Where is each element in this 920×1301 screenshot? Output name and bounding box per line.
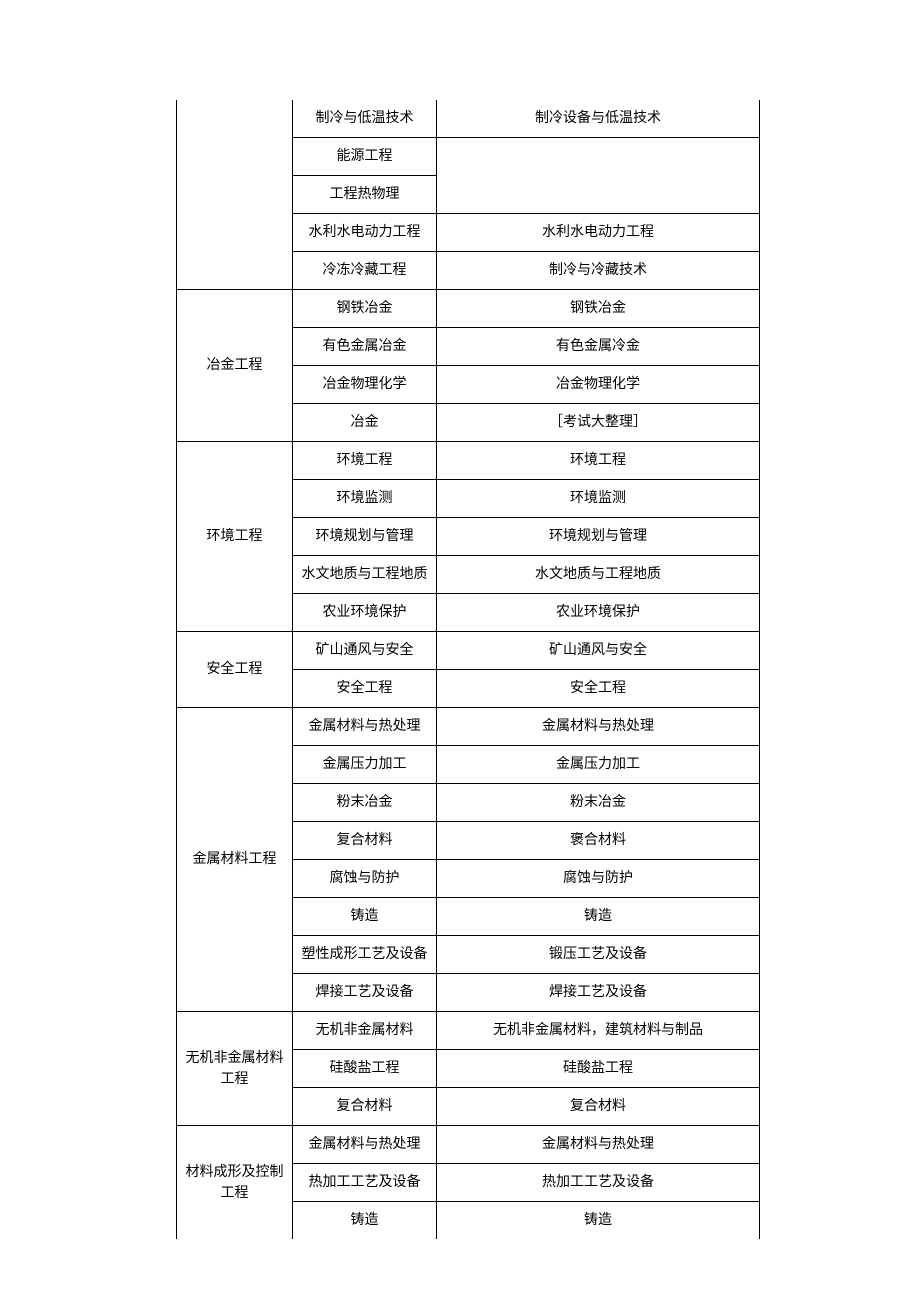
related-major-cell: 钢铁冶金 — [437, 290, 760, 328]
sub-major-cell: 冷冻冷藏工程 — [293, 252, 437, 290]
related-major-cell: 安全工程 — [437, 670, 760, 708]
related-major-cell — [437, 176, 760, 214]
table-row: 无机非金属材料工程无机非金属材料无机非金属材料，建筑材料与制品 — [177, 1012, 760, 1050]
related-major-cell: 铸造 — [437, 898, 760, 936]
sub-major-cell: 农业环境保护 — [293, 594, 437, 632]
related-major-cell: 粉末冶金 — [437, 784, 760, 822]
sub-major-cell: 金属材料与热处理 — [293, 1126, 437, 1164]
group-label-cell — [177, 100, 293, 290]
table-row: 安全工程矿山通风与安全矿山通风与安全 — [177, 632, 760, 670]
sub-major-cell: 水文地质与工程地质 — [293, 556, 437, 594]
related-major-cell: 有色金属冷金 — [437, 328, 760, 366]
related-major-cell: 硅酸盐工程 — [437, 1050, 760, 1088]
sub-major-cell: 塑性成形工艺及设备 — [293, 936, 437, 974]
group-label-cell: 无机非金属材料工程 — [177, 1012, 293, 1126]
related-major-cell: 铸造 — [437, 1202, 760, 1240]
sub-major-cell: 环境工程 — [293, 442, 437, 480]
related-major-cell: 农业环境保护 — [437, 594, 760, 632]
sub-major-cell: 复合材料 — [293, 822, 437, 860]
related-major-cell: 制冷与冷藏技术 — [437, 252, 760, 290]
sub-major-cell: 硅酸盐工程 — [293, 1050, 437, 1088]
related-major-cell: 矿山通风与安全 — [437, 632, 760, 670]
related-major-cell: 金属材料与热处理 — [437, 1126, 760, 1164]
related-major-cell: 环境监测 — [437, 480, 760, 518]
table-row: 金属材料工程金属材料与热处理金属材料与热处理 — [177, 708, 760, 746]
related-major-cell: 水利水电动力工程 — [437, 214, 760, 252]
table-row: 材料成形及控制工程金属材料与热处理金属材料与热处理 — [177, 1126, 760, 1164]
group-label-cell: 材料成形及控制工程 — [177, 1126, 293, 1240]
related-major-cell: 无机非金属材料，建筑材料与制品 — [437, 1012, 760, 1050]
related-major-cell: 褒合材料 — [437, 822, 760, 860]
group-label-cell: 环境工程 — [177, 442, 293, 632]
sub-major-cell: 焊接工艺及设备 — [293, 974, 437, 1012]
group-label-cell: 安全工程 — [177, 632, 293, 708]
related-major-cell: 金属压力加工 — [437, 746, 760, 784]
related-major-cell: 环境工程 — [437, 442, 760, 480]
sub-major-cell: 金属材料与热处理 — [293, 708, 437, 746]
sub-major-cell: 铸造 — [293, 1202, 437, 1240]
sub-major-cell: 钢铁冶金 — [293, 290, 437, 328]
sub-major-cell: 制冷与低温技术 — [293, 100, 437, 138]
sub-major-cell: 冶金物理化学 — [293, 366, 437, 404]
sub-major-cell: 冶金 — [293, 404, 437, 442]
related-major-cell: 金属材料与热处理 — [437, 708, 760, 746]
table-row: 冶金工程钢铁冶金钢铁冶金 — [177, 290, 760, 328]
sub-major-cell: 工程热物理 — [293, 176, 437, 214]
group-label-cell: 冶金工程 — [177, 290, 293, 442]
sub-major-cell: 有色金属冶金 — [293, 328, 437, 366]
related-major-cell: 制冷设备与低温技术 — [437, 100, 760, 138]
related-major-cell: 复合材料 — [437, 1088, 760, 1126]
related-major-cell — [437, 138, 760, 176]
sub-major-cell: 环境监测 — [293, 480, 437, 518]
sub-major-cell: 水利水电动力工程 — [293, 214, 437, 252]
table-row: 制冷与低温技术制冷设备与低温技术 — [177, 100, 760, 138]
related-major-cell: 腐蚀与防护 — [437, 860, 760, 898]
table-row: 环境工程环境工程环境工程 — [177, 442, 760, 480]
related-major-cell: 环境规划与管理 — [437, 518, 760, 556]
sub-major-cell: 安全工程 — [293, 670, 437, 708]
related-major-cell: 锻压工艺及设备 — [437, 936, 760, 974]
related-major-cell: 焊接工艺及设备 — [437, 974, 760, 1012]
sub-major-cell: 热加工工艺及设备 — [293, 1164, 437, 1202]
sub-major-cell: 腐蚀与防护 — [293, 860, 437, 898]
sub-major-cell: 复合材料 — [293, 1088, 437, 1126]
related-major-cell: 水文地质与工程地质 — [437, 556, 760, 594]
sub-major-cell: 金属压力加工 — [293, 746, 437, 784]
related-major-cell: ［考试大整理］ — [437, 404, 760, 442]
sub-major-cell: 矿山通风与安全 — [293, 632, 437, 670]
sub-major-cell: 能源工程 — [293, 138, 437, 176]
group-label-cell: 金属材料工程 — [177, 708, 293, 1012]
sub-major-cell: 环境规划与管理 — [293, 518, 437, 556]
sub-major-cell: 无机非金属材料 — [293, 1012, 437, 1050]
majors-table: 制冷与低温技术制冷设备与低温技术能源工程工程热物理水利水电动力工程水利水电动力工… — [176, 100, 760, 1239]
sub-major-cell: 粉末冶金 — [293, 784, 437, 822]
sub-major-cell: 铸造 — [293, 898, 437, 936]
related-major-cell: 冶金物理化学 — [437, 366, 760, 404]
related-major-cell: 热加工工艺及设备 — [437, 1164, 760, 1202]
